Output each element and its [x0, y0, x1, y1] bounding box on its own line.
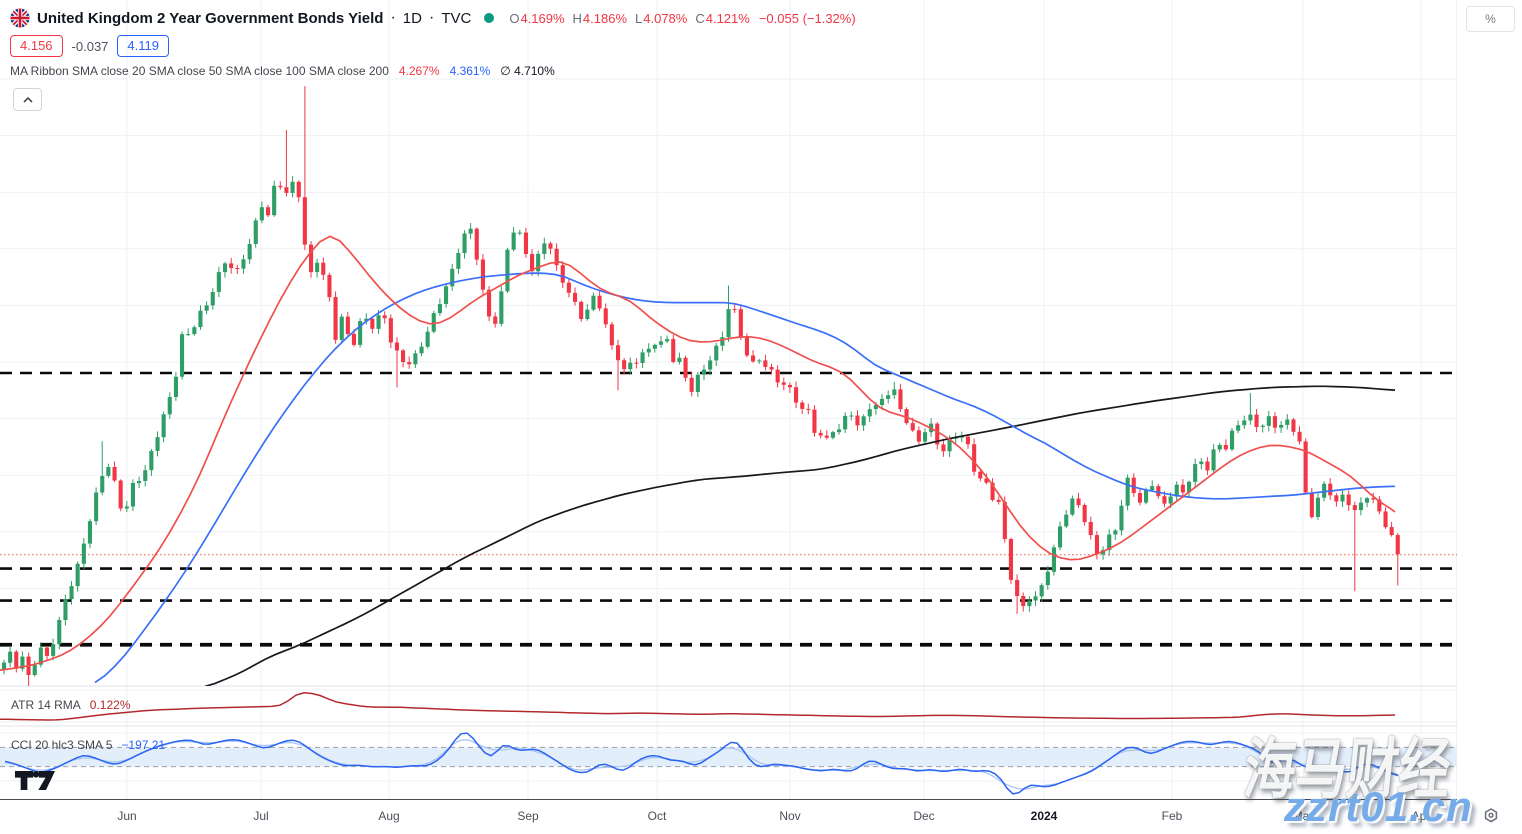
- sma50-value: 4.361%: [449, 64, 491, 78]
- gear-icon[interactable]: [1482, 807, 1500, 830]
- time-label: Apr: [1411, 809, 1431, 823]
- atr-legend: ATR 14 RMA 0.122%: [11, 698, 131, 712]
- atr-label[interactable]: ATR 14 RMA: [11, 698, 81, 712]
- time-label: Nov: [779, 809, 801, 823]
- sma200-value: ∅ 4.710%: [500, 64, 555, 78]
- time-label: Mar: [1292, 809, 1314, 823]
- time-label: Jul: [253, 809, 269, 823]
- interval-label[interactable]: 1D: [402, 9, 422, 27]
- title-separator: ·: [390, 9, 396, 26]
- title-separator-2: ·: [428, 9, 435, 26]
- symbol-title[interactable]: United Kingdom 2 Year Government Bonds Y…: [37, 9, 384, 27]
- uk-flag-icon: [10, 8, 30, 28]
- chevron-up-icon: [22, 96, 33, 103]
- buy-price-box[interactable]: 4.119: [117, 35, 169, 57]
- close-value: 4.121%: [705, 10, 750, 26]
- price-axis[interactable]: 5.800%5.600%5.400%5.200%5.000%4.800%4.60…: [1457, 0, 1522, 800]
- cci-label[interactable]: CCI 20 hlc3 SMA 5: [11, 738, 113, 752]
- tradingview-logo[interactable]: [14, 770, 56, 796]
- sell-price-box[interactable]: 4.156: [10, 35, 63, 57]
- ma-ribbon-label[interactable]: MA Ribbon SMA close 20 SMA close 50 SMA …: [10, 64, 389, 78]
- cci-value: −197.21: [121, 738, 166, 752]
- time-label: Sep: [517, 809, 539, 823]
- change-value: −0.055 (−1.32%): [758, 10, 856, 26]
- percent-scale-button[interactable]: %: [1466, 6, 1515, 32]
- open-value: 4.169%: [520, 10, 565, 26]
- sma20-value: 4.267%: [398, 64, 440, 78]
- spread-value: -0.037: [71, 38, 109, 54]
- exchange-label: TVC: [441, 9, 472, 27]
- time-label: Aug: [378, 809, 400, 823]
- cci-legend: CCI 20 hlc3 SMA 5 −197.21: [11, 738, 165, 752]
- time-label: Oct: [647, 809, 667, 823]
- time-label: Dec: [913, 809, 935, 823]
- time-label: Jun: [117, 809, 137, 823]
- symbol-legend: United Kingdom 2 Year Government Bonds Y…: [10, 8, 856, 28]
- time-label: Feb: [1161, 809, 1183, 823]
- ma-ribbon-legend: MA Ribbon SMA close 20 SMA close 50 SMA …: [10, 64, 555, 78]
- market-status-icon[interactable]: [484, 13, 495, 23]
- low-value: 4.078%: [643, 10, 688, 26]
- time-label: 2024: [1030, 809, 1058, 823]
- high-value: 4.186%: [582, 10, 628, 26]
- price-box-row: 4.156 -0.037 4.119: [10, 35, 169, 57]
- atr-value: 0.122%: [89, 698, 131, 712]
- time-axis[interactable]: Jun Jul Aug Sep Oct Nov Dec 2024 Feb Mar Apr: [0, 800, 1522, 834]
- tradingview-logo-icon: [14, 770, 56, 791]
- collapse-legend-button[interactable]: [13, 88, 42, 111]
- ohlc-values: O4.169% H4.186% L4.078% C4.121%: [509, 10, 750, 26]
